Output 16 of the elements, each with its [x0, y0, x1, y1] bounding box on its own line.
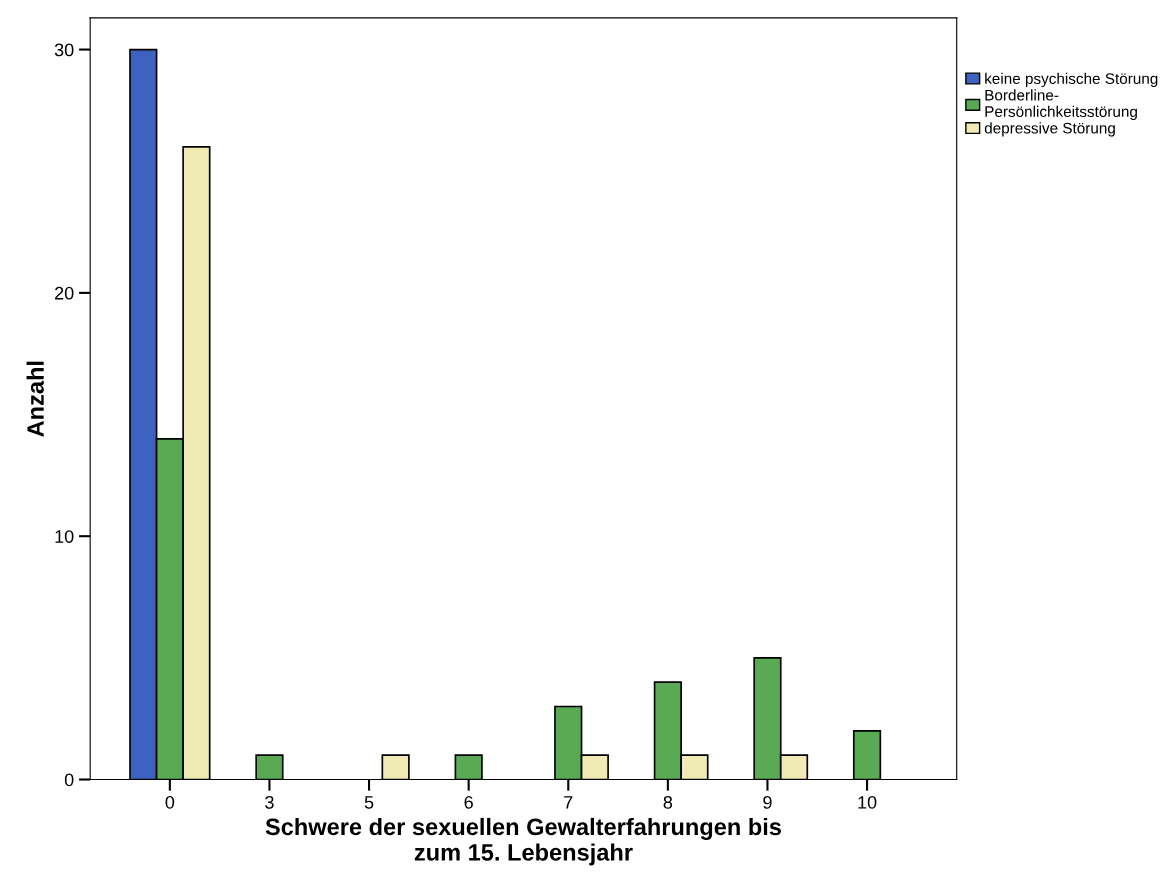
x-tick-label: 8	[663, 795, 673, 809]
x-tick-label: 10	[858, 795, 877, 809]
y-axis-title: Anzahl	[26, 361, 44, 437]
x-tick-label: 7	[564, 796, 573, 809]
y-tick-label: 10	[55, 530, 74, 543]
x-axis-title: Schwere der sexuellen Gewalterfahrungen bis zum 15. Lebensjahr	[265, 817, 781, 866]
x-tick-label: 9	[763, 795, 772, 809]
x-tick-label: 5	[364, 796, 374, 809]
x-tick-label: 0	[165, 795, 175, 809]
y-tick-label: 20	[55, 286, 74, 300]
legend-label: keine psychische Störung	[985, 72, 1158, 88]
y-tick-label: 0	[64, 773, 74, 787]
legend-label: depressive Störung	[984, 122, 1115, 137]
x-tick-label: 6	[464, 795, 473, 809]
x-tick-label: 3	[265, 795, 274, 809]
y-tick-label: 30	[54, 43, 74, 57]
